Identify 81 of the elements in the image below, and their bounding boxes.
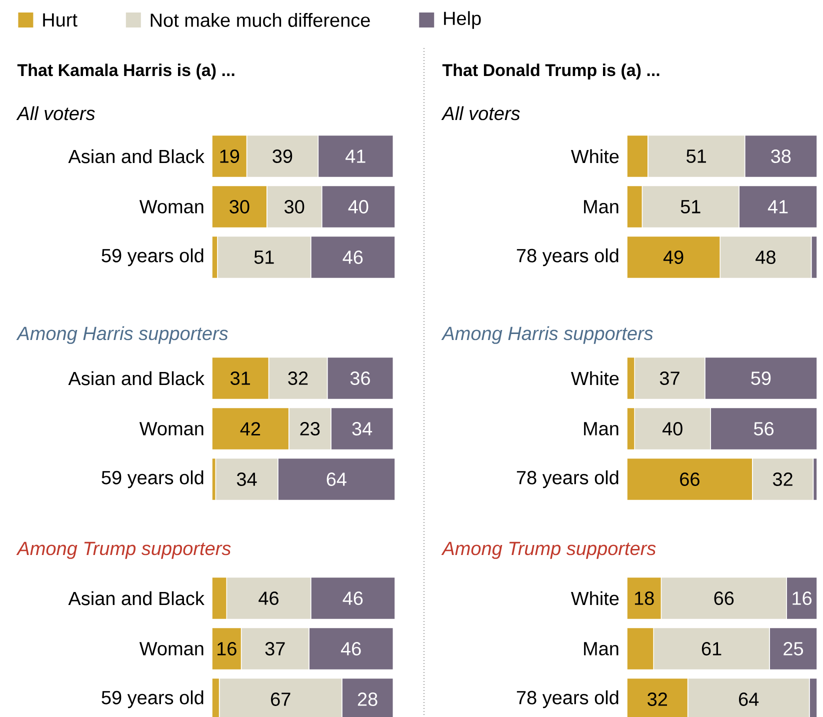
data-label: 38: [771, 150, 791, 163]
legend-label: Not make much difference: [150, 13, 370, 27]
y-tick-label: White: [570, 371, 619, 386]
legend-label: Hurt: [43, 13, 78, 27]
legend-label: Help: [444, 11, 481, 29]
y-tick-label: Asian and Black: [68, 149, 204, 164]
data-label: 41: [346, 150, 366, 163]
data-label: 32: [648, 692, 668, 706]
y-tick-label: 78 years old: [516, 690, 618, 708]
bar: [310, 576, 396, 620]
bar: [240, 627, 310, 670]
data-label: 32: [772, 472, 792, 486]
text: All voters: [16, 106, 95, 120]
data-label: 39: [272, 150, 292, 163]
data-label: 67: [271, 692, 290, 706]
chart-subtitle: Among Trump supporters: [16, 542, 231, 559]
data-label: 31: [230, 372, 250, 385]
data-label: 34: [352, 422, 372, 436]
data-label: 64: [326, 472, 346, 486]
data-label: 40: [662, 422, 682, 436]
y-tick-label: Man: [584, 642, 618, 656]
y-tick-label: 78 years old: [516, 248, 618, 266]
bar: [226, 576, 312, 620]
bar: [308, 627, 394, 670]
y-tick-label: 78 years old: [516, 470, 618, 488]
y-tick-label: 59 years old: [102, 690, 204, 708]
chart-subtitle: All voters: [441, 106, 520, 120]
data-label: 30: [230, 200, 250, 214]
y-tick-label: 59 years old: [102, 470, 204, 488]
data-label: 41: [768, 200, 788, 214]
y-tick-label: White: [570, 591, 619, 606]
data-label: 28: [358, 692, 378, 706]
data-label: 19: [220, 150, 240, 163]
data-label: 34: [236, 472, 257, 486]
data-label: 46: [342, 592, 363, 605]
bar: [769, 627, 818, 670]
chart-subtitle: Among Harris supporters: [16, 326, 228, 344]
data-label: 61: [702, 642, 722, 656]
data-label: 42: [240, 422, 260, 436]
data-label: 51: [680, 200, 700, 214]
bar: [660, 576, 787, 620]
y-tick-label: 59 years old: [102, 248, 204, 266]
chart-title: That Kamala Harris is (a) ...: [17, 64, 234, 80]
data-label: 16: [218, 642, 236, 656]
y-tick-label: Asian and Black: [68, 371, 204, 386]
y-tick-label: Asian and Black: [68, 591, 204, 606]
y-tick-label: White: [570, 149, 619, 164]
bar: [653, 627, 770, 670]
data-label: 32: [288, 372, 308, 385]
data-label: 66: [714, 592, 734, 605]
data-label: 66: [680, 472, 700, 486]
y-tick-label: Woman: [139, 642, 204, 656]
data-label: 48: [756, 250, 776, 264]
y-tick-label: Man: [584, 422, 618, 436]
bar: [626, 576, 662, 620]
data-label: 25: [784, 642, 804, 656]
data-label: 46: [340, 642, 361, 656]
data-label: 51: [686, 150, 706, 163]
data-label: 46: [342, 250, 363, 264]
data-label: 49: [663, 250, 684, 264]
y-tick-label: Woman: [139, 422, 204, 436]
data-label: 37: [265, 642, 285, 656]
data-label: 64: [738, 692, 759, 706]
data-label: 16: [792, 592, 812, 605]
data-label: 23: [300, 422, 320, 436]
data-label: 46: [258, 592, 278, 605]
data-label: 59: [751, 372, 771, 385]
data-label: 36: [350, 372, 370, 385]
chart-subtitle: Among Harris supporters: [441, 326, 653, 344]
chart-subtitle: Among Trump supporters: [441, 542, 656, 559]
chart-title: That Donald Trump is (a) ...: [442, 64, 660, 80]
data-label: 18: [634, 592, 654, 605]
data-label: 51: [254, 250, 274, 264]
y-tick-label: Woman: [139, 200, 204, 214]
bar: [212, 576, 228, 620]
y-tick-label: Man: [584, 200, 618, 214]
data-label: 56: [754, 422, 774, 436]
data-label: 40: [348, 200, 368, 214]
data-label: 37: [660, 372, 680, 385]
data-label: 30: [284, 200, 304, 214]
bar: [626, 627, 654, 670]
